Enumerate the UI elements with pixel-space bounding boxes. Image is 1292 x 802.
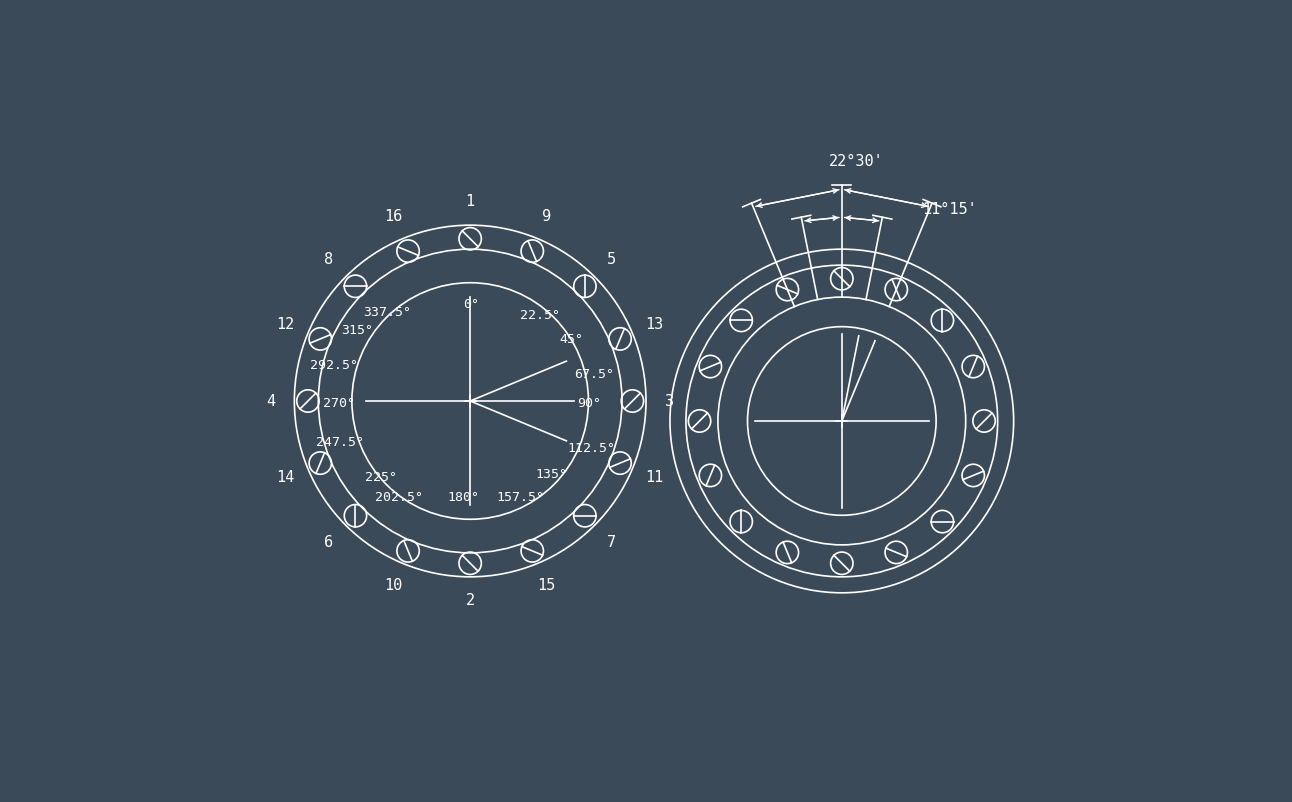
Text: 5: 5 (607, 252, 616, 267)
Text: 270°: 270° (323, 397, 355, 410)
Text: 135°: 135° (535, 468, 567, 481)
Text: 90°: 90° (576, 397, 601, 410)
Text: 8: 8 (324, 252, 333, 267)
Text: 22°30': 22°30' (829, 154, 884, 169)
Text: 225°: 225° (364, 472, 397, 484)
Text: 12: 12 (276, 317, 295, 332)
Text: 315°: 315° (341, 323, 373, 337)
Text: 157.5°: 157.5° (496, 492, 544, 504)
Text: 16: 16 (385, 209, 403, 224)
Text: 1: 1 (465, 194, 474, 209)
Text: 112.5°: 112.5° (567, 442, 615, 455)
Text: 0°: 0° (464, 298, 479, 310)
Text: 45°: 45° (559, 333, 583, 346)
Text: 15: 15 (537, 578, 556, 593)
Text: 180°: 180° (447, 492, 479, 504)
Text: 292.5°: 292.5° (310, 359, 358, 372)
Text: 11: 11 (646, 470, 664, 485)
Text: 3: 3 (665, 394, 674, 408)
Text: 337.5°: 337.5° (363, 306, 411, 318)
Text: 22.5°: 22.5° (519, 310, 559, 322)
Text: 2: 2 (465, 593, 474, 608)
Text: 67.5°: 67.5° (574, 368, 614, 382)
Text: 247.5°: 247.5° (315, 436, 364, 449)
Text: 202.5°: 202.5° (375, 492, 422, 504)
Text: 13: 13 (646, 317, 664, 332)
Text: 4: 4 (266, 394, 275, 408)
Text: 9: 9 (543, 209, 552, 224)
Text: 7: 7 (607, 535, 616, 550)
Text: 11°15': 11°15' (921, 201, 977, 217)
Text: 10: 10 (385, 578, 403, 593)
Text: 6: 6 (324, 535, 333, 550)
Text: 14: 14 (276, 470, 295, 485)
